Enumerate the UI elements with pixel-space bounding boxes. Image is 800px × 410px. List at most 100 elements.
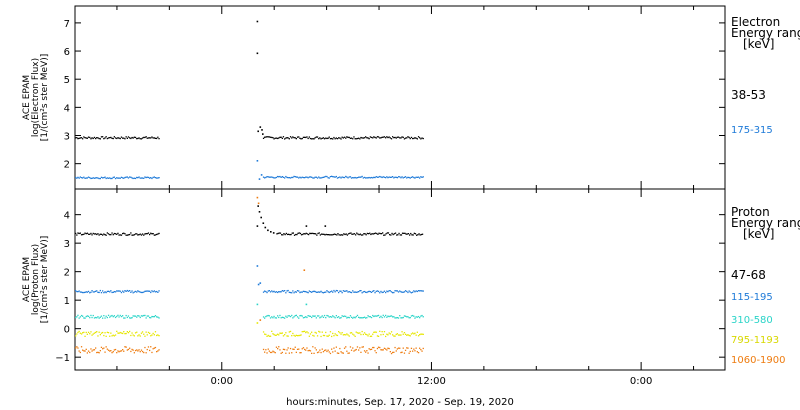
- data-point-electron-38-53: [117, 137, 119, 139]
- data-point-proton-310-580: [154, 315, 157, 317]
- data-point-proton-47-68: [147, 232, 150, 234]
- data-point-proton-115-195: [376, 290, 379, 292]
- data-point-electron-175-315: [343, 176, 346, 179]
- data-point-proton-795-1193: [84, 335, 86, 337]
- data-point-proton-47-68: [363, 233, 365, 235]
- data-point-proton-795-1193: [156, 334, 158, 337]
- data-point-electron-38-53: [366, 137, 368, 139]
- data-point-proton-795-1193: [117, 332, 119, 334]
- data-point-proton-115-195: [288, 291, 290, 293]
- data-point-electron-175-315: [365, 177, 367, 179]
- data-point-electron-38-53: [338, 137, 340, 139]
- data-point-proton-310-580: [98, 317, 100, 319]
- data-point-electron-38-53: [286, 137, 288, 139]
- data-point-proton-47-68: [279, 232, 282, 234]
- data-point-proton-310-580: [316, 315, 319, 317]
- data-point-proton-115-195: [393, 291, 395, 294]
- data-point-proton-47-68: [328, 234, 330, 236]
- data-point-proton-795-1193: [331, 335, 333, 338]
- data-point-electron-38-53: [416, 138, 418, 140]
- data-point-proton-310-580: [383, 316, 386, 318]
- data-point-electron-175-315: [340, 177, 342, 179]
- data-point-proton-1060-1900: [395, 350, 397, 352]
- data-point-electron-175-315: [415, 176, 417, 178]
- data-point-proton-115-195: [273, 290, 275, 292]
- data-point-electron-38-53: [422, 137, 424, 140]
- data-point-electron-38-53: [91, 137, 93, 139]
- data-point-proton-1060-1900: [107, 349, 110, 351]
- data-point-electron-175-315: [331, 175, 333, 177]
- data-point-proton-310-580: [86, 315, 88, 317]
- data-point-proton-47-68: [355, 234, 357, 236]
- data-point-electron-175-315: [363, 176, 366, 179]
- data-point-proton-47-68: [158, 232, 160, 235]
- data-point-proton-1060-1900: [146, 348, 148, 351]
- data-point-proton-795-1193: [77, 331, 79, 334]
- data-point-electron-38-53: [354, 138, 356, 140]
- data-point-proton-795-1193: [309, 333, 312, 335]
- y-tick-label-electron: 4: [64, 103, 70, 114]
- data-point-electron-175-315: [315, 176, 317, 178]
- data-point-proton-310-580: [408, 317, 410, 319]
- data-point-proton-47-68: [102, 234, 104, 236]
- data-point-electron-38-53: [387, 136, 389, 139]
- data-point-electron-175-315: [420, 176, 422, 178]
- data-point-proton-310-580: [268, 315, 270, 317]
- data-point-proton-1060-1900: [343, 347, 346, 349]
- data-point-proton-795-1193: [404, 333, 407, 335]
- data-point-proton-47-68: [369, 232, 371, 234]
- data-point-proton-795-1193: [157, 334, 159, 336]
- data-point-proton-795-1193: [96, 331, 98, 333]
- data-point-proton-1060-1900: [149, 349, 151, 352]
- data-point-proton-1060-1900: [139, 351, 141, 353]
- data-point-proton-1060-1900: [322, 351, 325, 353]
- data-point-proton-795-1193: [380, 334, 382, 336]
- data-point-proton-1060-1900: [375, 352, 377, 354]
- data-point-electron-38-53: [122, 137, 124, 139]
- data-point-proton-795-1193: [421, 333, 423, 335]
- data-point-electron-175-315: [269, 176, 272, 178]
- data-point-proton-795-1193: [75, 335, 77, 337]
- data-point-proton-310-580: [271, 316, 273, 318]
- data-point-proton-795-1193: [113, 335, 115, 337]
- data-point-proton-795-1193: [362, 333, 364, 336]
- data-point-electron-175-315: [319, 177, 321, 179]
- data-point-proton-47-68: [93, 233, 96, 235]
- data-point-proton-115-195: [379, 292, 381, 294]
- data-point-proton-47-68: [378, 232, 380, 234]
- data-point-proton-47-68: [80, 234, 83, 236]
- data-point-proton-310-580: [289, 315, 292, 318]
- data-point-electron-38-53: [369, 136, 371, 138]
- data-point-electron-38-53: [311, 138, 313, 140]
- data-point-proton-1060-1900: [309, 350, 312, 352]
- data-point-proton-115-195: [80, 291, 83, 293]
- data-point-proton-310-580: [325, 317, 327, 319]
- data-point-proton-310-580: [305, 316, 307, 318]
- data-point-proton-310-580: [363, 316, 366, 318]
- data-point-proton-115-195: [127, 290, 130, 292]
- proton-series-label-310-580: 310-580: [731, 315, 773, 326]
- data-point-proton-310-580: [281, 316, 283, 318]
- data-point-electron-175-315: [404, 176, 407, 178]
- data-point-proton-795-1193: [99, 334, 101, 336]
- data-point-proton-47-68: [309, 232, 311, 234]
- data-point-proton-310-580: [140, 315, 143, 317]
- data-point-proton-310-580: [333, 316, 335, 318]
- data-point-proton-47-68: [154, 234, 157, 236]
- data-point-electron-175-315: [335, 175, 337, 178]
- data-point-electron-38-53: [282, 136, 285, 138]
- data-point-proton-795-1193: [304, 330, 306, 332]
- data-point-electron-38-53: [358, 137, 360, 139]
- data-point-proton-1060-1900: [388, 347, 390, 350]
- data-point-proton-1060-1900: [362, 346, 364, 348]
- data-point-proton-795-1193: [408, 334, 410, 337]
- data-point-electron-38-53: [348, 136, 350, 139]
- data-point-electron-175-315: [268, 176, 270, 178]
- data-point-electron-38-53: [328, 136, 330, 138]
- data-point-proton-47-68: [387, 232, 390, 234]
- data-point-proton-310-580: [82, 315, 84, 317]
- data-point-proton-310-580: [306, 316, 308, 319]
- data-point-electron-175-315: [400, 177, 402, 179]
- y-axis-label-line-proton: log(Proton Flux): [31, 244, 41, 315]
- data-point-proton-47-68: [377, 233, 379, 235]
